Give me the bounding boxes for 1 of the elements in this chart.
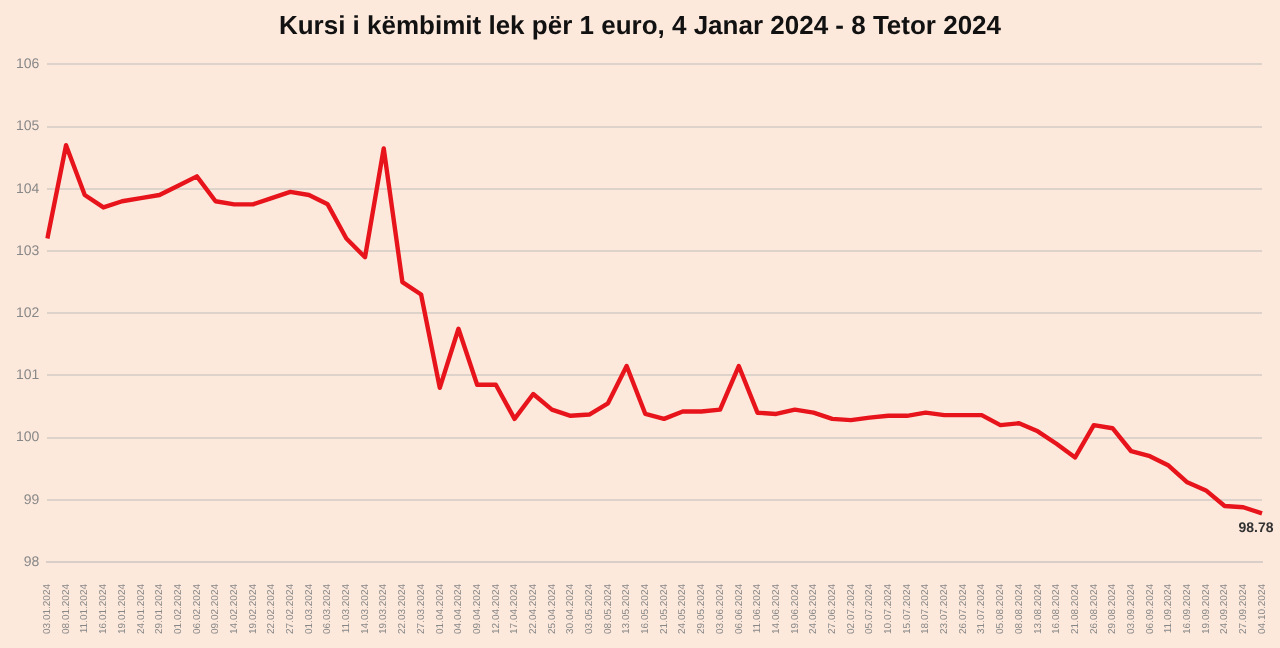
chart-title: Kursi i këmbimit lek për 1 euro, 4 Janar 2024 - 8 Tetor 2024 — [276, 10, 1004, 40]
